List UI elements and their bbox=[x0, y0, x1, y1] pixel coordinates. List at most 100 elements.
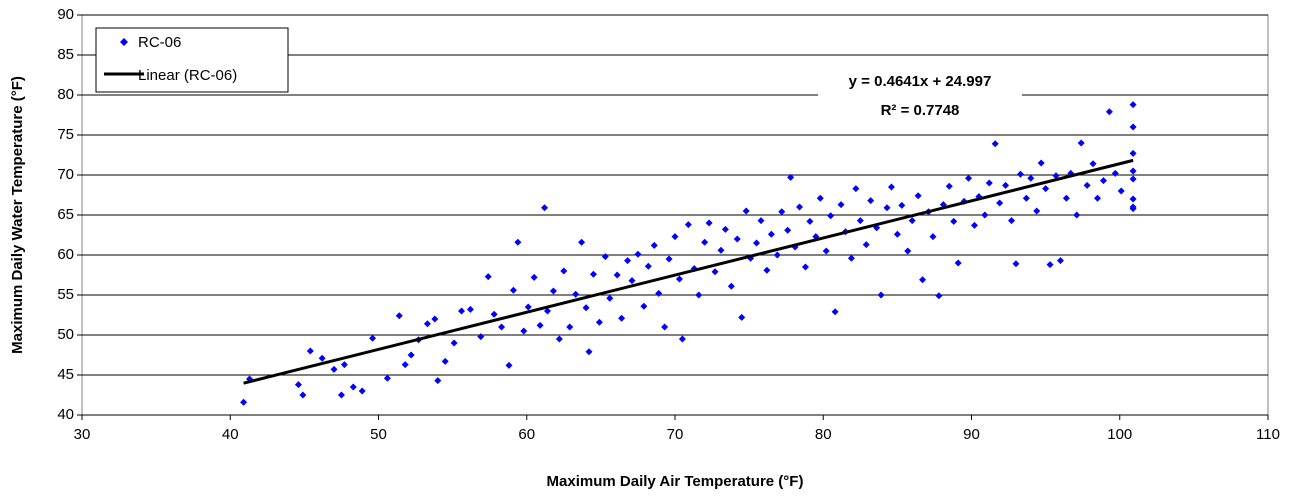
point bbox=[613, 271, 621, 279]
point bbox=[705, 219, 713, 227]
point bbox=[767, 230, 775, 238]
point bbox=[806, 217, 814, 225]
equation-box bbox=[818, 68, 1022, 126]
point bbox=[466, 305, 474, 313]
point bbox=[441, 357, 449, 365]
point bbox=[1033, 207, 1041, 215]
point bbox=[970, 221, 978, 229]
point bbox=[837, 201, 845, 209]
point bbox=[695, 291, 703, 299]
y-tick-label: 75 bbox=[57, 126, 74, 143]
point bbox=[1042, 185, 1050, 193]
point bbox=[1117, 187, 1125, 195]
point bbox=[650, 241, 658, 249]
point bbox=[606, 294, 614, 302]
point bbox=[1129, 167, 1137, 175]
point bbox=[572, 290, 580, 298]
x-tick-label: 90 bbox=[963, 426, 980, 443]
point bbox=[306, 347, 314, 355]
point bbox=[477, 333, 485, 341]
x-tick-label: 40 bbox=[222, 426, 239, 443]
point bbox=[742, 207, 750, 215]
point bbox=[1129, 123, 1137, 131]
x-tick-label: 50 bbox=[370, 426, 387, 443]
point bbox=[1129, 149, 1137, 157]
point bbox=[965, 174, 973, 182]
point bbox=[904, 247, 912, 255]
point bbox=[578, 238, 586, 246]
point bbox=[585, 348, 593, 356]
x-tick-label: 80 bbox=[815, 426, 832, 443]
point bbox=[628, 277, 636, 285]
point bbox=[349, 383, 357, 391]
point bbox=[1046, 261, 1054, 269]
point bbox=[509, 286, 517, 294]
legend-label: Linear (RC-06) bbox=[138, 67, 237, 84]
point bbox=[340, 361, 348, 369]
trendline bbox=[243, 158, 1134, 385]
point bbox=[541, 204, 549, 212]
point bbox=[536, 321, 544, 329]
point bbox=[1129, 175, 1137, 183]
point bbox=[294, 381, 302, 389]
point bbox=[618, 314, 626, 322]
point bbox=[831, 308, 839, 316]
point bbox=[358, 387, 366, 395]
point bbox=[796, 203, 804, 211]
point bbox=[484, 273, 492, 281]
x-axis-title: Maximum Daily Air Temperature (°F) bbox=[547, 473, 804, 490]
point bbox=[458, 307, 466, 315]
point bbox=[773, 251, 781, 259]
point bbox=[1002, 181, 1010, 189]
point bbox=[727, 282, 735, 290]
point bbox=[877, 291, 885, 299]
point bbox=[423, 320, 431, 328]
point bbox=[1099, 177, 1107, 185]
y-tick-label: 55 bbox=[57, 286, 74, 303]
point bbox=[862, 241, 870, 249]
point bbox=[991, 140, 999, 148]
point bbox=[929, 233, 937, 241]
y-tick-label: 45 bbox=[57, 366, 74, 383]
point bbox=[1012, 260, 1020, 268]
legend-marker bbox=[120, 38, 128, 46]
y-tick-label: 50 bbox=[57, 326, 74, 343]
point bbox=[856, 217, 864, 225]
point bbox=[787, 173, 795, 181]
point bbox=[887, 183, 895, 191]
point bbox=[733, 235, 741, 243]
point bbox=[530, 273, 538, 281]
point bbox=[816, 194, 824, 202]
y-tick-label: 80 bbox=[57, 86, 74, 103]
y-tick-label: 90 bbox=[57, 6, 74, 23]
point bbox=[675, 275, 683, 283]
point bbox=[721, 225, 729, 233]
y-axis-title: Maximum Daily Water Temperature (°F) bbox=[9, 76, 26, 354]
point bbox=[520, 327, 528, 335]
point bbox=[566, 323, 574, 331]
x-tick-label: 60 bbox=[518, 426, 535, 443]
point bbox=[757, 217, 765, 225]
point bbox=[1052, 172, 1060, 180]
point bbox=[1094, 194, 1102, 202]
point bbox=[582, 304, 590, 312]
point bbox=[644, 262, 652, 270]
y-tick-label: 70 bbox=[57, 166, 74, 183]
point bbox=[1129, 101, 1137, 109]
point bbox=[738, 313, 746, 321]
point bbox=[1089, 160, 1097, 168]
point bbox=[634, 250, 642, 258]
point bbox=[337, 391, 345, 399]
point bbox=[1008, 217, 1016, 225]
point bbox=[665, 255, 673, 263]
legend-label: RC-06 bbox=[138, 34, 181, 51]
point bbox=[560, 267, 568, 275]
point bbox=[784, 226, 792, 234]
point bbox=[505, 361, 513, 369]
point bbox=[954, 259, 962, 267]
point bbox=[431, 315, 439, 323]
point bbox=[1105, 108, 1113, 116]
equation: y = 0.4641x + 24.997 bbox=[849, 73, 992, 90]
point bbox=[434, 377, 442, 385]
point bbox=[684, 221, 692, 229]
